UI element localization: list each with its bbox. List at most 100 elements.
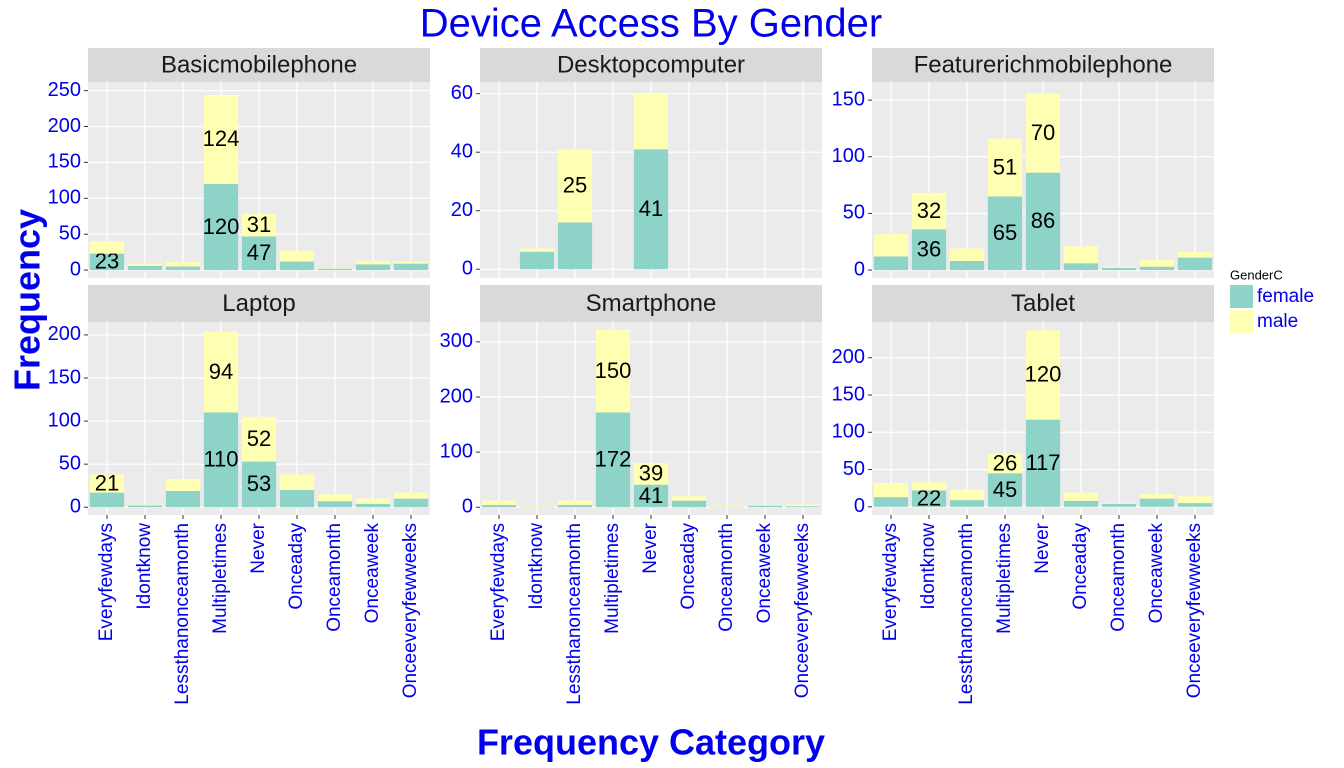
bar-segment [481,505,517,508]
bar-segment [709,506,745,508]
bar-segment [911,482,947,491]
data-label: 94 [209,359,233,384]
bar-segment [355,260,391,265]
bar-segment [873,497,909,507]
y-tick-label: 150 [48,151,81,173]
y-tick-label: 100 [440,440,473,462]
data-label: 110 [203,447,238,472]
bar-segment [127,263,163,266]
strip [480,48,822,82]
bar-segment [241,214,277,237]
bar-segment [1177,503,1213,507]
bar-segment [709,505,745,507]
bar-segment [241,461,277,508]
bar-segment [89,474,125,493]
data-label: 39 [639,461,663,486]
x-tick-label: Onceaday [286,523,307,610]
bar-segment [89,253,125,271]
bar-segment [127,504,163,506]
bar-segment [481,500,517,506]
data-label: 51 [993,154,1017,179]
bar-segment [279,474,315,491]
x-tick-label: Lessthanonceamonth [564,523,585,705]
y-tick-label: 200 [48,115,81,137]
legend-label: male [1257,311,1298,332]
x-tick-label: Onceamonth [324,523,345,632]
bar-segment [987,453,1023,474]
bar-segment [355,498,391,504]
x-tick-label: Everyfewdays [96,523,117,641]
strip [872,48,1214,82]
bar-segment [949,261,985,271]
bar-segment [911,193,947,230]
bar-segment [1025,172,1061,271]
bar-segment [203,94,239,184]
bar-segment [393,261,429,264]
bar-segment [785,506,821,508]
strip [88,48,430,82]
data-label: 70 [1031,120,1055,145]
data-label: 117 [1025,450,1060,475]
data-label: 124 [203,126,240,151]
bar-segment [1063,492,1099,501]
data-label: 26 [993,450,1017,475]
y-tick-label: 20 [451,199,473,221]
y-tick-label: 0 [462,496,473,518]
bar-segment [279,490,315,508]
y-tick-label: 50 [843,202,865,224]
strip [872,285,1214,322]
bar-segment [1101,266,1137,268]
bar-segment [1101,267,1137,271]
panel-title: Smartphone [586,290,717,317]
data-label: 120 [1025,362,1062,387]
bar-segment [747,505,783,508]
panel-title: Laptop [222,290,295,317]
data-label: 53 [247,471,271,496]
data-label: 172 [595,447,632,472]
x-tick-label: Onceaweek [754,523,775,624]
data-label: 65 [993,220,1017,245]
x-tick-label: Lessthanonceamonth [956,523,977,705]
bar-segment [633,463,669,485]
data-label: 41 [639,196,663,221]
bar-segment [393,492,429,499]
bar-segment [279,250,315,262]
bar-segment [127,265,163,271]
y-tick-label: 50 [59,452,81,474]
data-label: 32 [917,198,941,223]
x-tick-label: Multipletimes [602,523,623,634]
bar-segment [987,473,1023,507]
bar-segment [671,500,707,508]
bar-segment [519,506,555,507]
bar-segment [785,504,821,507]
x-tick-label: Onceeveryfewweeks [1184,523,1205,698]
bar-segment [241,236,277,271]
y-tick-label: 200 [440,385,473,407]
x-tick-label: Lessthanonceamonth [172,523,193,705]
bar-segment [873,482,909,498]
bar-segment [393,498,429,508]
y-tick-label: 150 [832,383,865,405]
bar-segment [949,248,985,262]
bar-segment [1025,93,1061,173]
x-tick-label: Never [1032,522,1053,573]
data-label: 150 [595,358,632,383]
legend-key [1230,310,1253,333]
bar-segment [949,489,985,501]
bar-segment [279,261,315,271]
bar-segment [1177,251,1213,258]
y-tick-label: 0 [70,496,81,518]
y-tick-label: 0 [70,258,81,280]
bar-segment [1063,246,1099,264]
bar-segment [987,196,1023,271]
y-tick-label: 300 [440,330,473,352]
bar-segment [1063,263,1099,271]
y-tick-label: 0 [854,258,865,280]
bar-segment [203,331,239,413]
x-tick-label: Onceaday [1070,523,1091,610]
y-tick-label: 100 [48,187,81,209]
y-tick-label: 100 [832,145,865,167]
y-tick-label: 50 [59,222,81,244]
x-tick-label: Onceeveryfewweeks [792,523,813,698]
bar-segment [519,251,555,270]
